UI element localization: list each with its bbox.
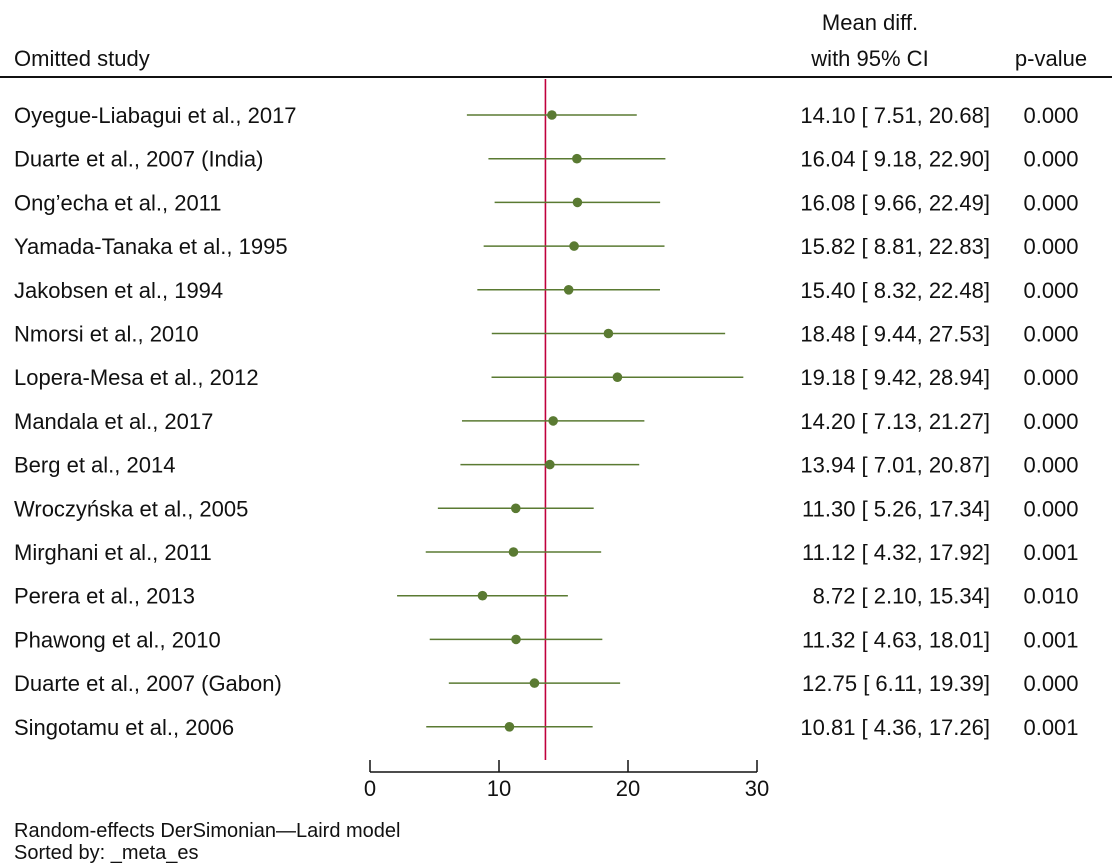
p-value: 0.000 (1023, 671, 1078, 696)
estimate-point (529, 678, 540, 688)
ci-text: 8.72 [ 2.10, 15.34] (813, 584, 990, 609)
study-label: Oyegue-Liabagui et al., 2017 (14, 103, 297, 128)
p-value: 0.010 (1023, 584, 1078, 609)
estimate-point (510, 503, 521, 514)
ci-text: 12.75 [ 6.11, 19.39] (802, 671, 990, 696)
p-value: 0.000 (1023, 103, 1078, 128)
estimate-point (548, 416, 558, 426)
estimate-point (508, 547, 519, 557)
ci-text: 11.30 [ 5.26, 17.34] (802, 496, 990, 521)
estimate-point (545, 459, 555, 470)
study-label: Phawong et al., 2010 (14, 627, 221, 652)
x-tick-label: 20 (616, 776, 640, 801)
study-label: Mandala et al., 2017 (14, 409, 213, 434)
x-tick-label: 0 (364, 776, 376, 801)
ci-text: 11.32 [ 4.63, 18.01] (802, 627, 990, 652)
estimate-point (511, 634, 521, 645)
study-label: Lopera-Mesa et al., 2012 (14, 365, 259, 390)
ci-text: 15.40 [ 8.32, 22.48] (800, 278, 990, 303)
x-tick-label: 10 (487, 776, 511, 801)
ci-text: 14.20 [ 7.13, 21.27] (800, 409, 990, 434)
p-value: 0.000 (1023, 365, 1078, 390)
study-label: Nmorsi et al., 2010 (14, 322, 199, 347)
ci-text: 15.82 [ 8.81, 22.83] (800, 234, 990, 259)
ci-text: 18.48 [ 9.44, 27.53] (800, 322, 990, 347)
header-study-label: Omitted study (14, 46, 150, 71)
p-value: 0.000 (1023, 278, 1078, 303)
p-value: 0.001 (1023, 627, 1078, 652)
estimate-point (569, 241, 579, 251)
ci-text: 14.10 [ 7.51, 20.68] (800, 103, 990, 128)
study-label: Duarte et al., 2007 (Gabon) (14, 671, 282, 696)
header-estimate-label-line1: Mean diff. (822, 10, 918, 35)
p-value: 0.001 (1023, 540, 1078, 565)
ci-text: 16.04 [ 9.18, 22.90] (800, 147, 990, 172)
estimate-point (603, 328, 614, 339)
estimate-point (572, 153, 582, 164)
p-value: 0.001 (1023, 715, 1078, 740)
sorted-by-note: Sorted by: _meta_es (14, 842, 199, 864)
ci-text: 19.18 [ 9.42, 28.94] (800, 365, 990, 390)
estimate-point (563, 285, 574, 295)
header-pvalue-label: p-value (1015, 46, 1087, 71)
p-value: 0.000 (1023, 234, 1078, 259)
study-label: Perera et al., 2013 (14, 584, 195, 609)
ci-text: 16.08 [ 9.66, 22.49] (800, 190, 990, 215)
study-label: Yamada-Tanaka et al., 1995 (14, 234, 288, 259)
study-label: Ong’echa et al., 2011 (14, 190, 222, 215)
study-label: Berg et al., 2014 (14, 453, 175, 478)
estimate-point (547, 110, 557, 120)
study-label: Duarte et al., 2007 (India) (14, 147, 263, 172)
header-estimate-label-line2: with 95% CI (810, 46, 928, 71)
p-value: 0.000 (1023, 496, 1078, 521)
ci-text: 13.94 [ 7.01, 20.87] (800, 453, 990, 478)
estimate-point (612, 372, 623, 383)
model-note: Random-effects DerSimonian—Laird model (14, 820, 401, 842)
x-axis: 0 10 20 30 (364, 760, 769, 801)
study-label: Jakobsen et al., 1994 (14, 278, 223, 303)
ci-text: 11.12 [ 4.32, 17.92] (802, 540, 990, 565)
x-tick-label: 30 (745, 776, 769, 801)
estimate-point (572, 197, 583, 208)
p-value: 0.000 (1023, 190, 1078, 215)
study-label: Singotamu et al., 2006 (14, 715, 234, 740)
study-label: Mirghani et al., 2011 (14, 540, 212, 565)
estimate-point (477, 590, 488, 601)
p-value: 0.000 (1023, 409, 1078, 434)
ci-text: 10.81 [ 4.36, 17.26] (800, 715, 990, 740)
study-label: Wroczyńska et al., 2005 (14, 496, 248, 521)
p-value: 0.000 (1023, 322, 1078, 347)
rows-layer: Oyegue-Liabagui et al., 2017 14.10 [ 7.51… (14, 79, 1079, 760)
p-value: 0.000 (1023, 453, 1078, 478)
p-value: 0.000 (1023, 147, 1078, 172)
estimate-point (504, 722, 515, 732)
